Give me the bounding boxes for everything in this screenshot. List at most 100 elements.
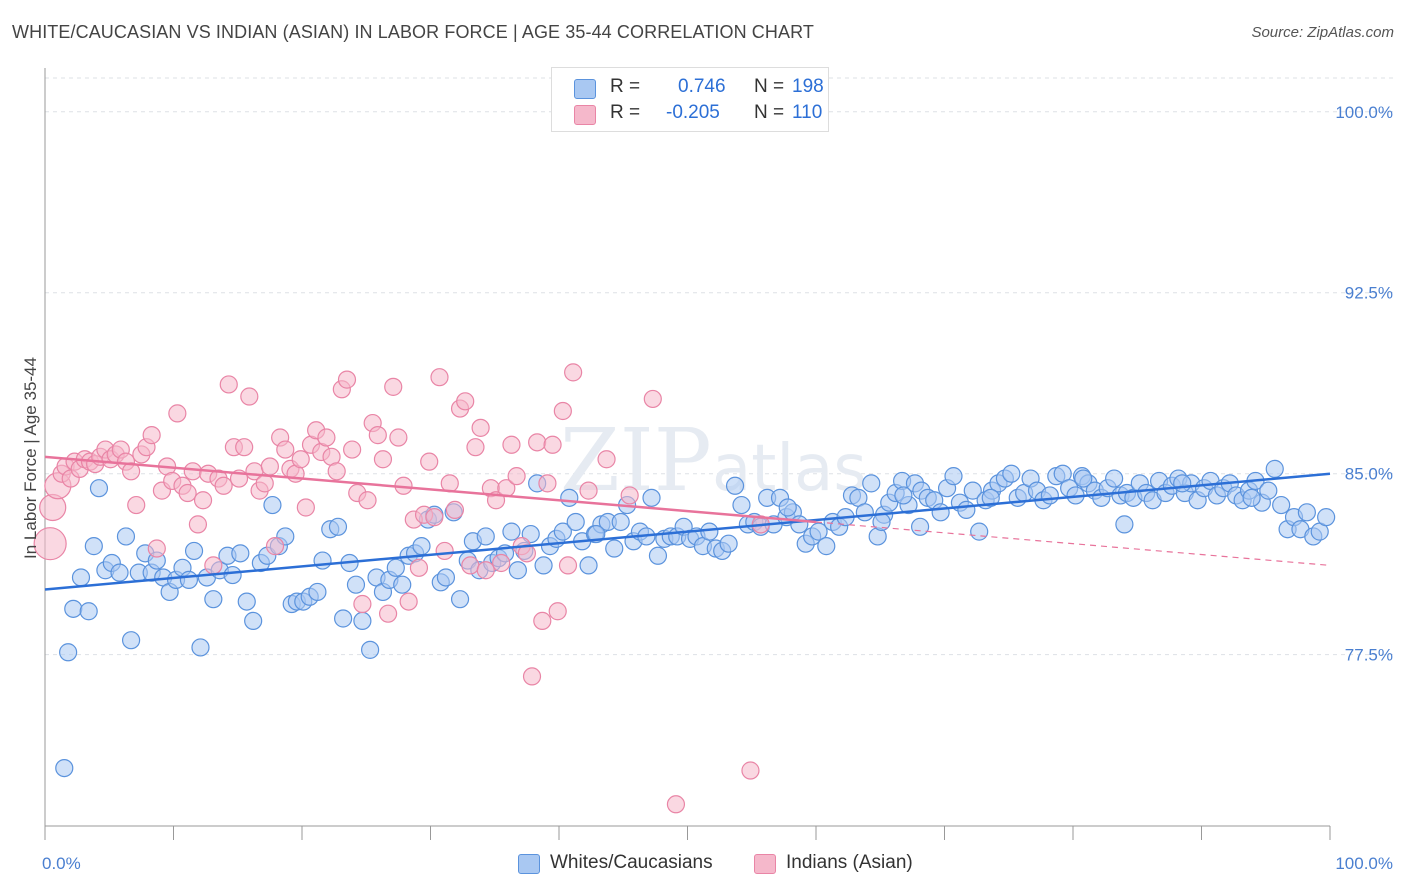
point-whites	[732, 495, 751, 515]
point-whites	[957, 500, 976, 520]
point-whites	[502, 522, 521, 541]
point-whites	[1242, 488, 1261, 507]
point-indians	[466, 438, 485, 457]
point-whites	[353, 611, 372, 631]
point-indians	[579, 481, 598, 500]
point-indians	[435, 541, 454, 561]
point-indians	[255, 474, 274, 493]
point-whites	[778, 498, 797, 517]
point-indians	[564, 363, 583, 382]
point-indians	[528, 433, 547, 452]
x-tick-label: 0.0%	[42, 854, 81, 873]
point-whites	[719, 534, 738, 553]
point-whites	[862, 474, 881, 493]
bottom-legend-label: Whites/Caucasians	[550, 852, 713, 873]
point-whites	[361, 640, 380, 659]
bottom-legend-swatch-blue	[518, 854, 540, 874]
data-points	[33, 97, 1336, 814]
point-indians	[353, 594, 372, 614]
point-whites	[1297, 503, 1316, 522]
point-whites	[579, 556, 598, 575]
point-indians	[276, 440, 295, 459]
trend-lines	[44, 455, 1331, 591]
point-whites	[1115, 515, 1134, 534]
chart-source: Source: ZipAtlas.com	[1251, 24, 1394, 41]
point-whites	[308, 582, 327, 602]
point-indians	[378, 604, 398, 623]
y-tick-label: 85.0%	[1345, 465, 1393, 484]
point-whites	[508, 561, 527, 580]
trend-line-whites	[44, 472, 1331, 591]
point-indians	[543, 435, 562, 454]
axes	[44, 68, 1331, 840]
point-whites	[110, 563, 129, 582]
point-indians	[476, 561, 495, 580]
point-whites	[1317, 508, 1336, 527]
point-whites	[231, 544, 250, 563]
point-indians	[214, 476, 233, 495]
point-whites	[1259, 481, 1278, 500]
point-whites	[79, 602, 98, 621]
point-indians	[471, 418, 490, 437]
point-whites	[534, 556, 553, 575]
point-indians	[368, 426, 387, 445]
point-indians	[461, 556, 480, 575]
point-indians	[389, 428, 408, 447]
point-whites	[64, 599, 83, 618]
point-indians	[533, 611, 552, 631]
point-whites	[700, 522, 719, 541]
point-whites	[1074, 469, 1093, 488]
point-indians	[296, 498, 315, 517]
point-indians	[430, 368, 449, 387]
legend-n-value: 110	[792, 102, 823, 123]
point-whites	[1105, 469, 1124, 488]
point-indians	[142, 426, 161, 445]
point-indians	[183, 462, 202, 481]
point-whites	[59, 643, 78, 662]
legend-n-label: N =	[754, 76, 785, 97]
point-whites	[386, 558, 405, 577]
point-indians	[343, 440, 362, 459]
point-indians	[425, 508, 444, 527]
point-indians	[538, 474, 557, 493]
point-whites	[334, 609, 353, 628]
bottom-legend-swatch-pink	[754, 854, 776, 874]
point-indians	[620, 486, 639, 505]
point-indians	[492, 553, 511, 573]
chart-title: WHITE/CAUCASIAN VS INDIAN (ASIAN) IN LAB…	[12, 22, 814, 42]
y-tick-label: 100.0%	[1335, 103, 1393, 122]
point-whites	[1272, 495, 1291, 515]
point-indians	[219, 375, 238, 394]
point-whites	[191, 638, 210, 657]
point-whites	[313, 551, 332, 570]
point-whites	[436, 568, 456, 587]
point-whites	[566, 512, 585, 532]
point-indians	[188, 515, 208, 534]
point-whites	[553, 522, 572, 541]
point-whites	[931, 503, 950, 522]
point-whites	[611, 512, 630, 532]
point-whites	[179, 570, 199, 589]
point-indians	[456, 392, 475, 411]
y-tick-label: 77.5%	[1345, 646, 1393, 665]
point-indians	[291, 450, 310, 469]
point-whites	[817, 537, 836, 556]
point-indians	[517, 544, 536, 563]
legend-n-label: N =	[754, 102, 785, 123]
x-tick-label: 100.0%	[1335, 854, 1393, 873]
point-whites	[1265, 459, 1284, 478]
point-whites	[450, 590, 470, 609]
point-indians	[260, 457, 279, 476]
point-indians	[121, 462, 141, 481]
point-whites	[648, 546, 668, 565]
point-indians	[327, 462, 346, 481]
point-whites	[121, 631, 141, 650]
point-whites	[1040, 486, 1059, 505]
point-whites	[605, 539, 624, 558]
point-whites	[1173, 474, 1192, 493]
legend-r-value: 0.746	[678, 76, 726, 97]
point-whites	[642, 488, 661, 507]
point-whites	[963, 481, 982, 500]
point-indians	[502, 435, 521, 454]
point-indians	[168, 404, 187, 423]
